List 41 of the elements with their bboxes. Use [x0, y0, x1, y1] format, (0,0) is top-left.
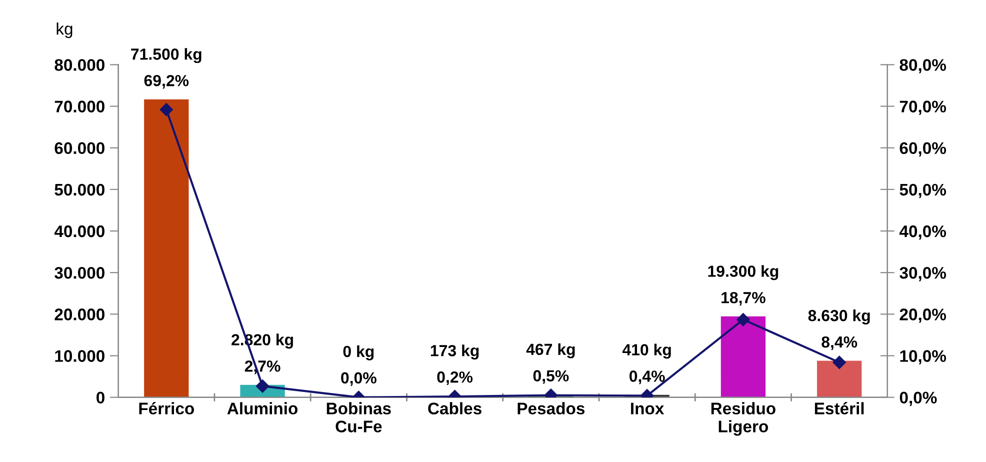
x-tick-label: Aluminio [227, 402, 298, 414]
x-tick-label: Inox [631, 402, 664, 414]
data-label: 8.630 kg [808, 310, 870, 324]
data-label: 8,4% [822, 336, 858, 350]
x-tick-label: Cables [428, 402, 482, 414]
x-tick-label: Estéril [814, 402, 864, 414]
y-tick-label: 20.000 [54, 308, 104, 320]
y2-tick-label: 30,0% [900, 266, 946, 282]
data-label: 0 kg [343, 345, 374, 360]
data-label: 19.300 kg [708, 265, 778, 280]
data-label: 0,5% [533, 370, 569, 384]
y-tick-label: 30.000 [54, 266, 104, 279]
data-label: 410 kg [622, 344, 671, 359]
y-tick-label: 70.000 [54, 100, 104, 112]
y2-tick-label: 20,0% [900, 308, 946, 323]
y2-tick-label: 60,0% [900, 142, 946, 156]
data-label: 71.500 kg [131, 48, 202, 64]
y2-tick-label: 50,0% [900, 184, 946, 198]
y-axis-title: kg [56, 22, 72, 38]
data-label: 69,2% [144, 74, 189, 89]
y-tick-label: 50.000 [54, 184, 104, 196]
data-label: 18,7% [722, 292, 766, 306]
y-tick-label: 0 [96, 392, 104, 404]
data-label: 0,2% [437, 371, 473, 386]
y-tick-label: 40.000 [54, 225, 104, 238]
x-tick-label: Pesados [518, 402, 585, 414]
y2-tick-label: 0,0% [900, 392, 937, 406]
data-label: 0,4% [629, 370, 665, 384]
data-label: 173 kg [430, 344, 479, 360]
y2-tick-label: 70,0% [900, 100, 946, 115]
data-label: 0,0% [341, 372, 376, 386]
x-tick-label: Residuo Ligero [711, 402, 776, 436]
y-tick-label: 80.000 [54, 59, 104, 71]
x-tick-label: Bobinas Cu-Fe [326, 402, 391, 432]
y-tick-label: 60.000 [54, 142, 104, 154]
data-label: 467 kg [526, 343, 575, 358]
y2-tick-label: 10,0% [900, 350, 946, 364]
x-tick-label: Férrico [139, 402, 194, 414]
y2-tick-label: 80,0% [900, 59, 946, 74]
y2-tick-label: 40,0% [899, 225, 946, 240]
y-tick-label: 10.000 [55, 350, 104, 362]
